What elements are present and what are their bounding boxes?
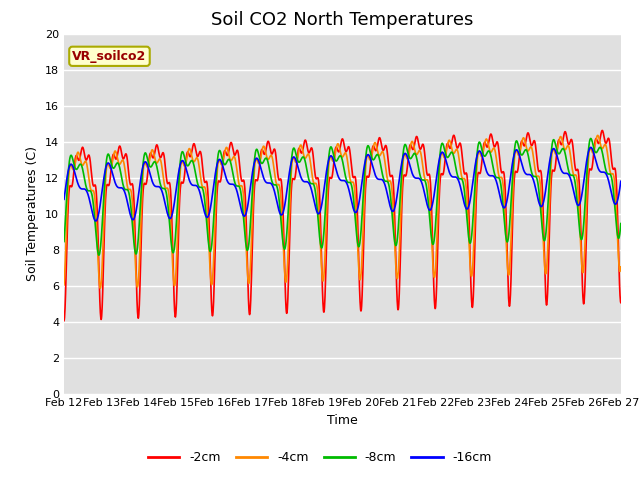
- -4cm: [504, 272, 512, 277]
- Legend: -2cm, -4cm, -8cm, -16cm: -2cm, -4cm, -8cm, -16cm: [143, 446, 497, 469]
- -2cm: [504, 283, 512, 289]
- -8cm: [359, 203, 367, 208]
- -8cm: [568, 172, 575, 178]
- -8cm: [617, 221, 625, 227]
- -4cm: [568, 163, 575, 168]
- -4cm: [594, 132, 602, 138]
- -8cm: [216, 147, 223, 153]
- -16cm: [617, 179, 625, 184]
- -16cm: [504, 190, 512, 195]
- -8cm: [584, 163, 591, 168]
- -16cm: [359, 174, 367, 180]
- -2cm: [568, 137, 575, 143]
- -4cm: [216, 157, 223, 163]
- X-axis label: Time: Time: [327, 414, 358, 427]
- -2cm: [216, 179, 223, 184]
- -16cm: [92, 218, 100, 224]
- -16cm: [216, 156, 223, 162]
- Line: -8cm: -8cm: [64, 139, 621, 255]
- -8cm: [95, 252, 102, 258]
- -2cm: [371, 145, 378, 151]
- -4cm: [60, 282, 68, 288]
- -4cm: [371, 140, 379, 145]
- Text: VR_soilco2: VR_soilco2: [72, 50, 147, 63]
- -2cm: [617, 300, 625, 306]
- -16cm: [584, 155, 591, 160]
- Line: -16cm: -16cm: [64, 147, 621, 221]
- -4cm: [359, 239, 367, 244]
- Line: -2cm: -2cm: [64, 131, 621, 321]
- -8cm: [371, 156, 379, 161]
- -2cm: [583, 210, 591, 216]
- Line: -4cm: -4cm: [64, 135, 621, 288]
- -8cm: [587, 136, 595, 142]
- -4cm: [617, 264, 625, 270]
- -4cm: [97, 285, 104, 291]
- -2cm: [60, 318, 68, 324]
- -16cm: [371, 171, 379, 177]
- -4cm: [584, 180, 591, 185]
- Y-axis label: Soil Temperatures (C): Soil Temperatures (C): [26, 146, 40, 281]
- -8cm: [504, 235, 512, 241]
- -2cm: [598, 128, 606, 133]
- -16cm: [568, 180, 575, 186]
- -16cm: [60, 196, 68, 202]
- Title: Soil CO2 North Temperatures: Soil CO2 North Temperatures: [211, 11, 474, 29]
- -8cm: [60, 239, 68, 244]
- -16cm: [587, 144, 595, 150]
- -2cm: [358, 285, 366, 291]
